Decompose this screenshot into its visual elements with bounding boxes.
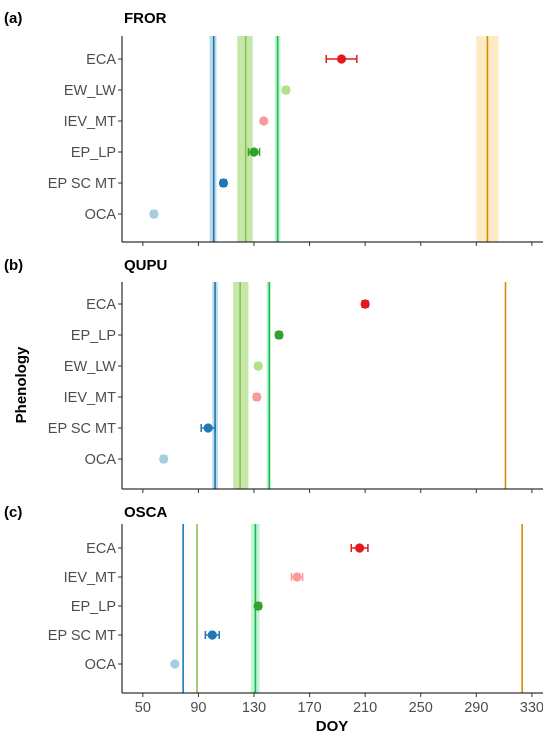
x-tick-label: 90 <box>190 700 206 716</box>
y-tick-label: ECA <box>86 52 116 68</box>
data-point <box>360 299 370 309</box>
x-tick-label: 250 <box>409 700 433 716</box>
data-point <box>170 659 180 669</box>
y-axis-label: Phenology <box>13 346 30 423</box>
data-point <box>252 392 262 402</box>
data-point <box>274 330 284 340</box>
y-tick-label: EP SC MT <box>48 628 116 644</box>
panel-tag: (c) <box>4 504 22 521</box>
y-tick-label: OCA <box>85 452 117 468</box>
y-tick-label: ECA <box>86 541 116 557</box>
panel-title: OSCA <box>124 504 168 521</box>
data-point <box>159 454 169 464</box>
panel-tag: (b) <box>4 257 23 274</box>
panel-title: QUPU <box>124 257 167 274</box>
data-point <box>218 178 229 188</box>
y-tick-label: OCA <box>85 657 117 673</box>
y-tick-label: EW_LW <box>64 83 116 99</box>
y-tick-label: OCA <box>85 207 117 223</box>
x-tick-label: 170 <box>297 700 321 716</box>
panel-title: FROR <box>124 10 167 27</box>
data-point <box>253 361 263 371</box>
panel-1: (a) FROR ECA EW_LW IEV_MT EP_LP EP SC MT OCA <box>4 10 543 246</box>
y-tick-label: EW_LW <box>64 359 116 375</box>
y-tick-label: ECA <box>86 297 116 313</box>
x-tick-label: 330 <box>520 700 543 716</box>
data-point <box>207 630 217 640</box>
y-tick-label: EP_LP <box>71 599 116 615</box>
panel-3: (c) OSCA ECA IEV_MT EP_LP EP SC MT OCA 50 90 130 1… <box>4 504 543 716</box>
x-axis-label: DOY <box>316 718 349 735</box>
data-point <box>249 147 259 157</box>
data-point <box>354 543 365 553</box>
panel-2: (b) QUPU ECA EP_LP EW_LW IEV_MT EP SC MT OCA <box>4 257 543 493</box>
y-tick-label: IEV_MT <box>64 114 117 130</box>
y-tick-label: EP SC MT <box>48 176 116 192</box>
data-point <box>259 116 269 126</box>
data-point <box>336 54 347 64</box>
panel-tag: (a) <box>4 10 22 27</box>
x-tick-label: 290 <box>464 700 488 716</box>
y-tick-label: IEV_MT <box>64 570 117 586</box>
y-tick-label: IEV_MT <box>64 390 117 406</box>
data-point <box>253 601 263 611</box>
x-tick-label: 210 <box>353 700 377 716</box>
data-point <box>203 423 213 433</box>
y-tick-label: EP_LP <box>71 145 116 161</box>
data-point <box>281 85 291 95</box>
y-tick-label: EP SC MT <box>48 421 116 437</box>
x-tick-label: 50 <box>135 700 151 716</box>
data-point <box>149 209 159 219</box>
y-tick-label: EP_LP <box>71 328 116 344</box>
data-point <box>292 572 302 582</box>
x-tick-label: 130 <box>242 700 266 716</box>
